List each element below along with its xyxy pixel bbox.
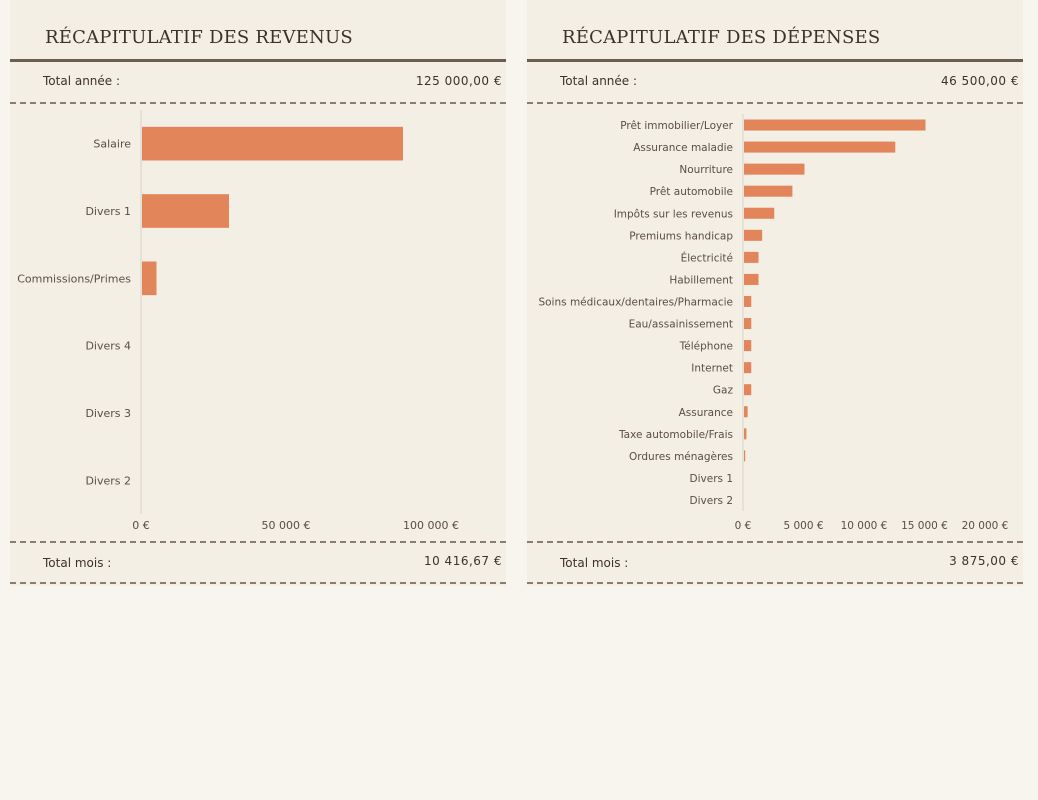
category-label: Salaire [93,138,131,151]
category-label: Prêt immobilier/Loyer [620,120,733,132]
data-bar [744,251,759,263]
category-label: Gaz [713,385,734,397]
income-year-total-label: Total année : [43,74,121,88]
x-tick-label: 10 000 € [841,520,888,532]
category-label: Divers 1 [690,473,733,485]
category-label: Téléphone [679,341,733,353]
category-label: Assurance maladie [633,142,733,154]
income-month-total-value: 10 416,67 € [423,554,502,568]
title-divider [527,59,1023,62]
category-label: Impôts sur les revenus [614,208,733,220]
x-tick-label: 0 € [132,519,150,532]
divider [527,541,1023,543]
divider [10,541,506,543]
category-label: Divers 3 [85,407,131,420]
data-bar [744,229,763,241]
data-bar [142,126,403,161]
data-bar [142,261,157,296]
data-bar [744,273,759,285]
income-year-total-value: 125 000,00 € [415,74,502,88]
title-divider [10,59,506,62]
data-bar [744,207,775,219]
category-label: Taxe automobile/Frais [618,429,733,441]
expense-month-total-value: 3 875,00 € [949,554,1019,568]
data-bar [744,384,752,396]
category-label: Habillement [669,274,733,286]
category-label: Électricité [681,251,733,264]
category-label: Premiums handicap [629,230,733,242]
x-tick-label: 15 000 € [901,520,948,532]
expense-month-total-label: Total mois : [560,556,629,570]
data-bar [744,163,805,175]
divider [527,582,1023,584]
x-tick-label: 20 000 € [962,520,1009,532]
expense-year-total-label: Total année : [560,74,638,88]
data-bar [744,318,752,330]
category-label: Divers 2 [85,474,131,487]
income-month-total-label: Total mois : [43,556,112,570]
income-summary-panel: RÉCAPITULATIF DES REVENUS Total année : … [10,0,506,586]
category-label: Assurance [679,407,733,419]
category-label: Internet [691,363,733,375]
data-bar [142,194,229,228]
data-bar [744,362,752,374]
data-bar [744,141,896,153]
expense-summary-panel: RÉCAPITULATIF DES DÉPENSES Total année :… [527,0,1023,586]
category-label: Soins médicaux/dentaires/Pharmacie [538,296,733,308]
divider [10,102,506,104]
category-label: Eau/assainissement [629,319,733,331]
x-tick-label: 0 € [735,520,752,532]
x-tick-label: 100 000 € [403,519,459,532]
divider [527,102,1023,104]
income-summary-title: RÉCAPITULATIF DES REVENUS [45,27,353,48]
expense-summary-title: RÉCAPITULATIF DES DÉPENSES [562,27,881,48]
category-label: Divers 1 [85,205,131,218]
expense-bar-chart: Prêt immobilier/Loyer Assurance maladie No… [538,114,1009,532]
divider [10,582,506,584]
x-tick-label: 50 000 € [262,519,311,532]
income-bar-chart: Salaire Divers 1 Commissions/Primes Divers … [17,110,459,532]
category-label: Ordures ménagères [629,451,733,463]
category-label: Divers 2 [690,495,733,507]
category-label: Divers 4 [85,340,131,353]
data-bar [744,428,747,440]
data-bar [744,450,746,462]
category-label: Commissions/Primes [17,272,131,285]
expense-year-total-value: 46 500,00 € [940,74,1019,88]
data-bar [744,185,793,197]
x-tick-label: 5 000 € [783,520,823,532]
category-label: Nourriture [679,164,733,176]
data-bar [744,119,926,131]
category-label: Prêt automobile [650,186,733,198]
data-bar [744,295,752,307]
data-bar [744,406,748,418]
data-bar [744,340,752,352]
